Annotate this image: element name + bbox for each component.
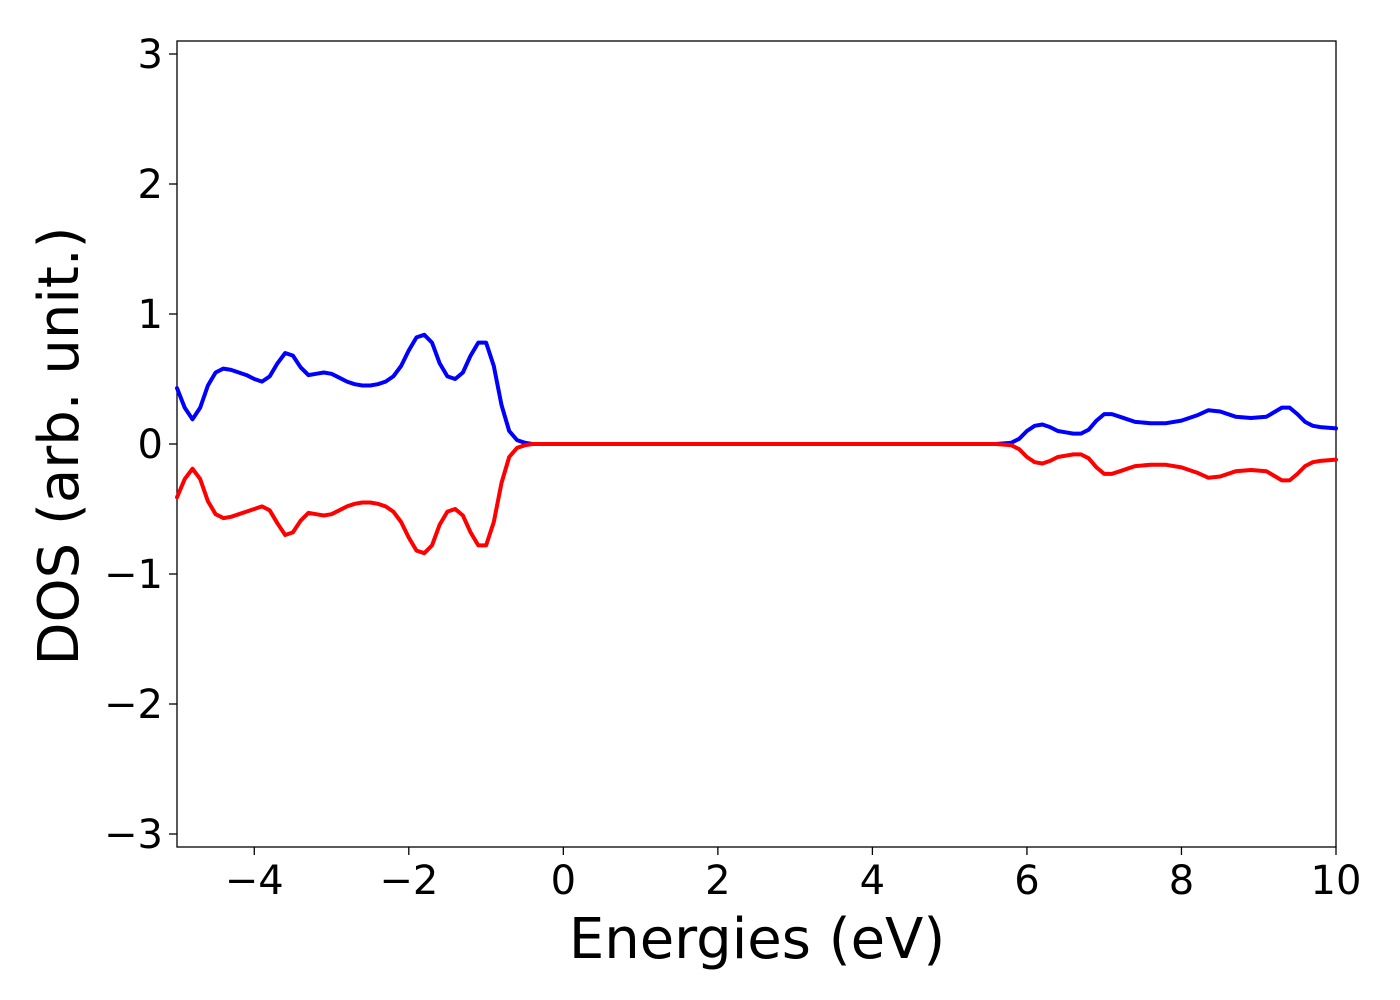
x-tick-label: −2 — [379, 858, 438, 904]
x-tick-label: 10 — [1311, 858, 1362, 904]
y-tick-label: 3 — [138, 32, 163, 78]
x-tick-label: 4 — [860, 858, 885, 904]
x-tick-label: 8 — [1169, 858, 1194, 904]
series-line-2 — [175, 442, 1338, 556]
y-tick-label: 1 — [138, 292, 163, 338]
y-axis-ticks: −3 −2 −1 0 1 2 3 — [104, 32, 177, 858]
series-line-1 — [175, 332, 1338, 446]
x-axis-ticks: −4 −2 0 2 4 6 8 10 — [225, 847, 1362, 904]
x-axis-label: Energies (eV) — [569, 907, 945, 972]
y-tick-label: −2 — [104, 682, 163, 728]
x-tick-label: 0 — [551, 858, 576, 904]
x-tick-label: 6 — [1014, 858, 1039, 904]
x-tick-label: 2 — [705, 858, 730, 904]
y-tick-label: 2 — [138, 162, 163, 208]
y-tick-label: −1 — [104, 552, 163, 598]
series-layer — [175, 332, 1338, 556]
y-axis-label: DOS (arb. unit.) — [27, 226, 92, 665]
x-tick-label: −4 — [225, 858, 284, 904]
y-tick-label: 0 — [138, 422, 163, 468]
y-tick-label: −3 — [104, 812, 163, 858]
